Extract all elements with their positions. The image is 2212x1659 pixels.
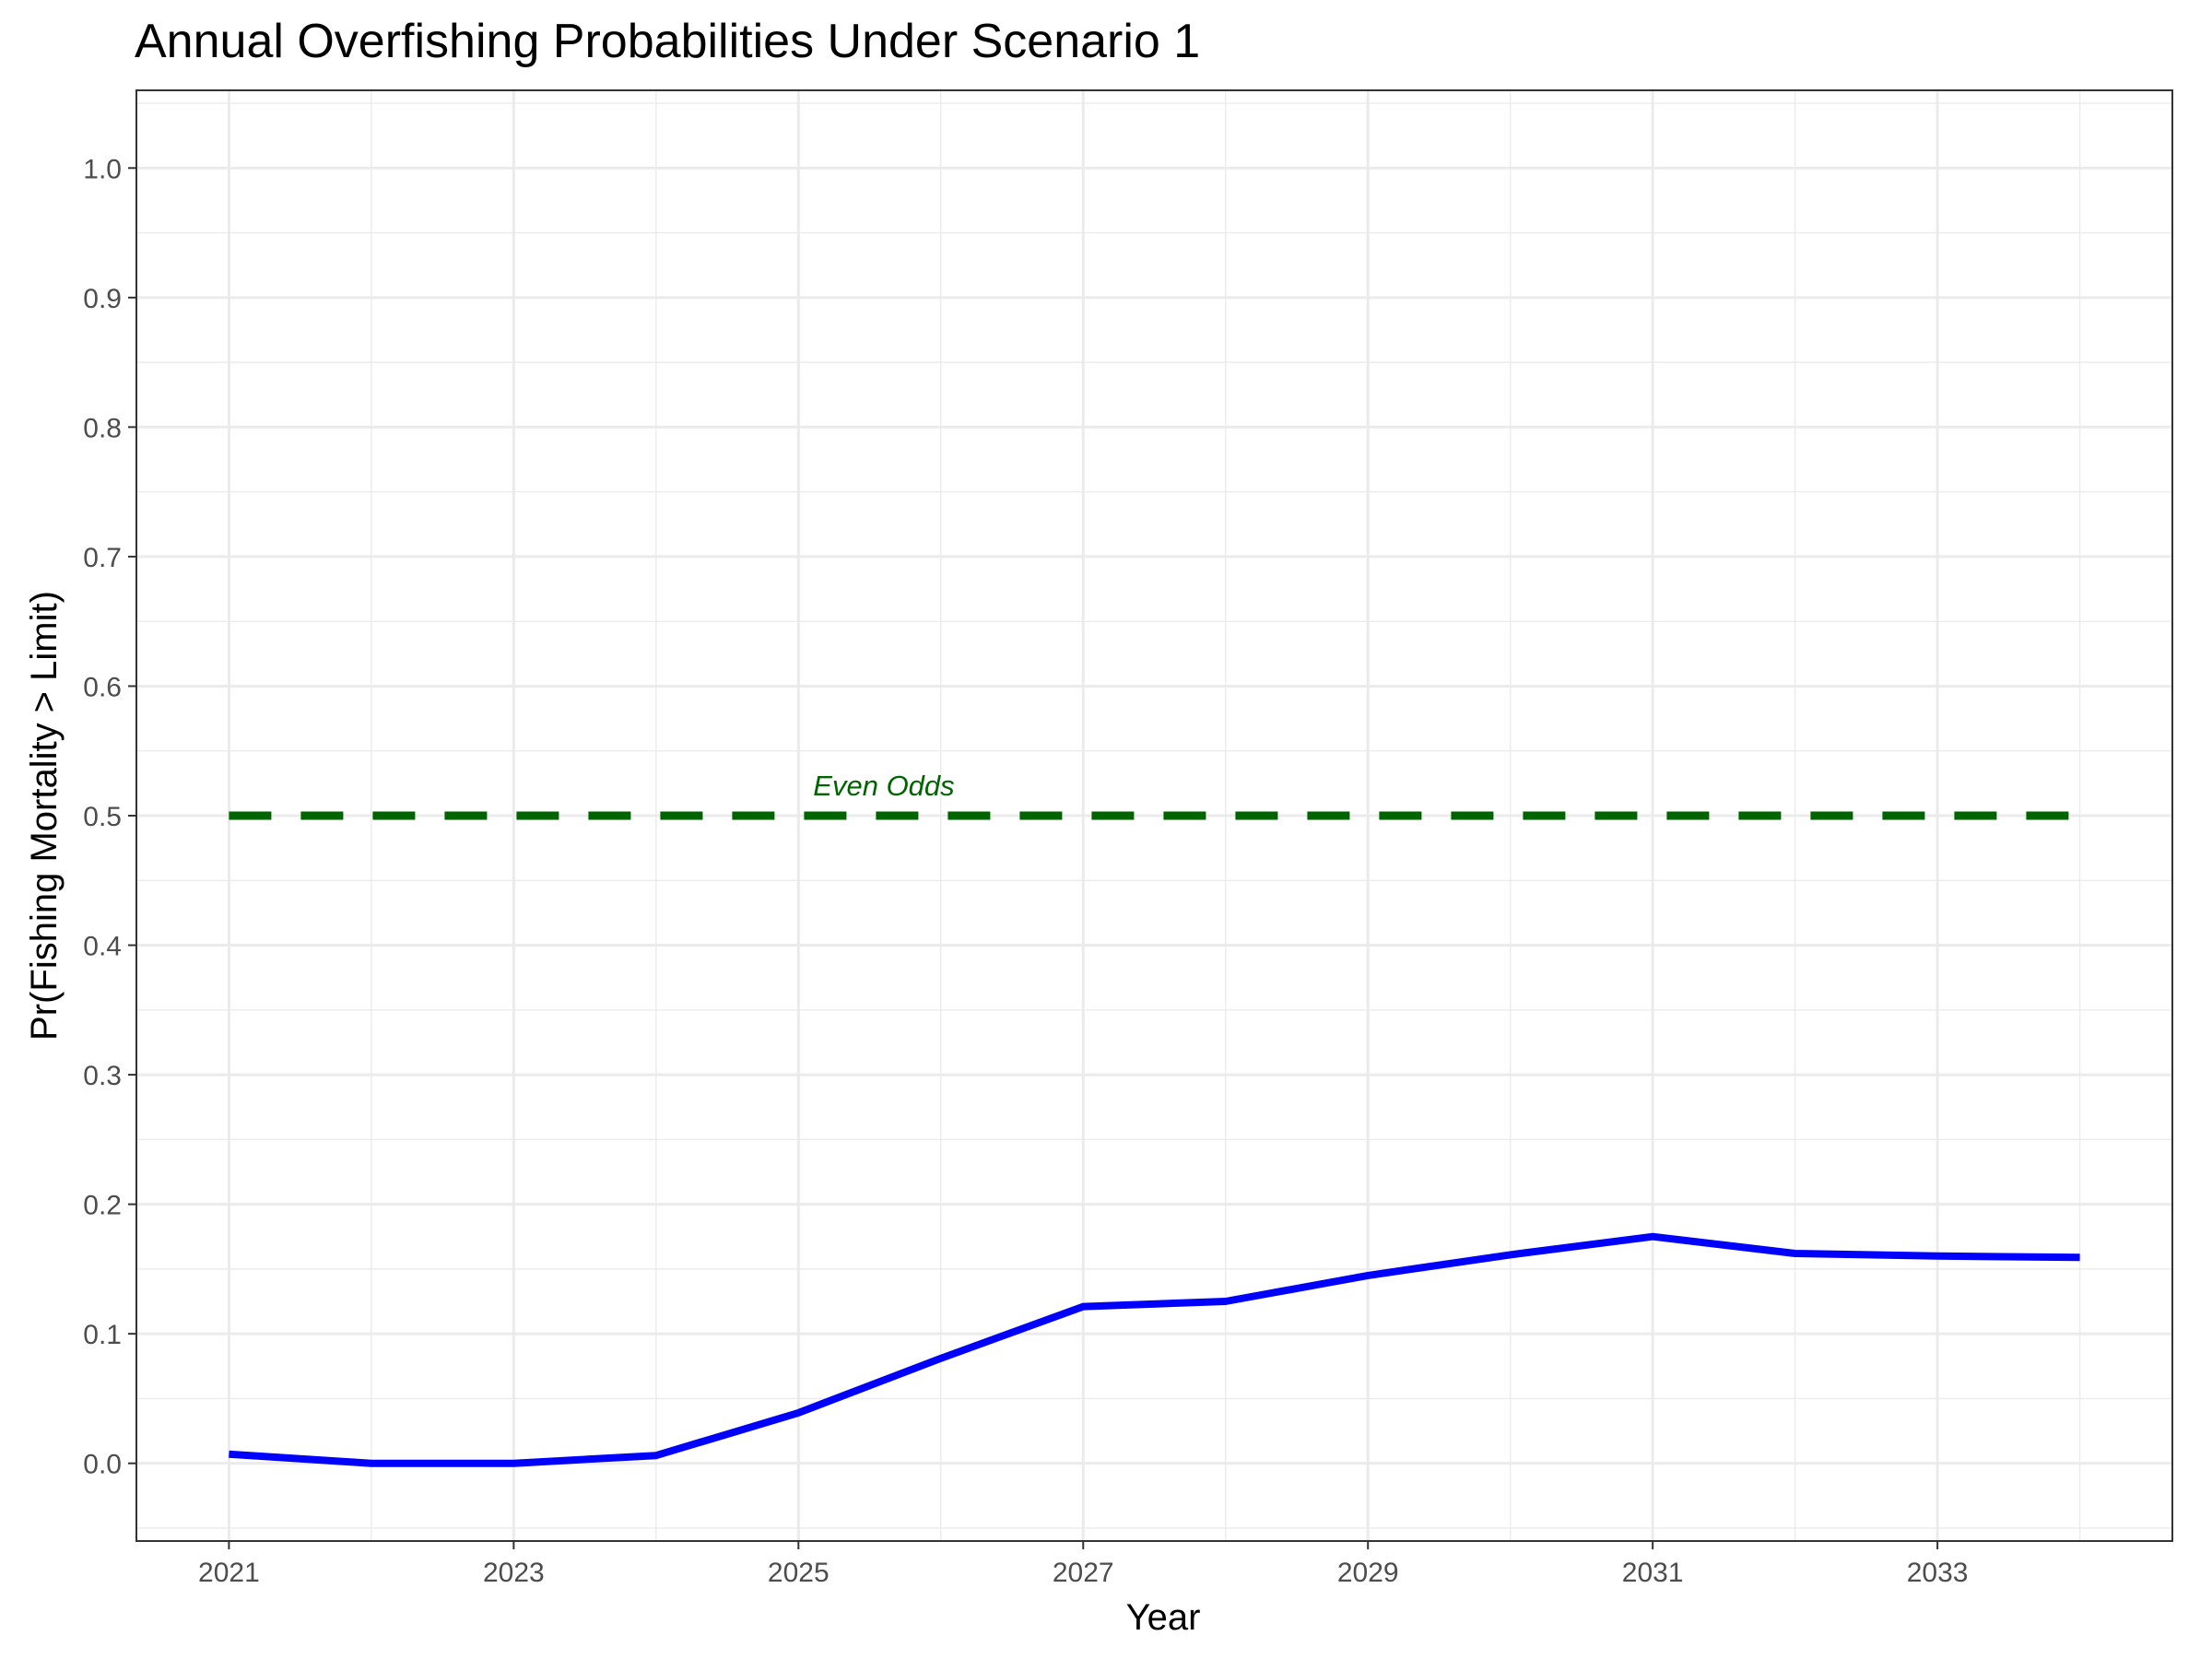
axis-ticks: 0.0 0.1 0.2 0.3 0.4 0.5 0.6 0.7 0.8 0.9 1.0 2021 202… <box>83 154 1968 1588</box>
x-tick-label: 2027 <box>1053 1558 1114 1588</box>
x-tick-label: 2023 <box>483 1558 545 1588</box>
y-tick-label: 0.8 <box>83 413 122 443</box>
y-tick-label: 0.9 <box>83 284 122 314</box>
y-tick-label: 0.2 <box>83 1191 122 1221</box>
y-tick-label: 0.3 <box>83 1061 122 1091</box>
y-tick-label: 0.5 <box>83 802 122 832</box>
x-tick-label: 2025 <box>768 1558 830 1588</box>
y-tick-label: 0.1 <box>83 1320 122 1350</box>
x-tick-label: 2029 <box>1337 1558 1399 1588</box>
y-tick-label: 1.0 <box>83 154 122 184</box>
overfishing-probability-line <box>229 1232 2080 1467</box>
x-tick-label: 2021 <box>198 1558 260 1588</box>
y-tick-label: 0.4 <box>83 932 122 962</box>
x-axis-title: Year <box>1126 1597 1201 1638</box>
chart-title: Annual Overfishing Probabilities Under S… <box>135 15 1200 68</box>
reference-line-group: Even Odds <box>229 770 2080 820</box>
x-tick-label: 2031 <box>1622 1558 1684 1588</box>
grid <box>136 90 2172 1541</box>
y-tick-label: 0.7 <box>83 543 122 573</box>
even-odds-label: Even Odds <box>813 770 954 802</box>
y-tick-label: 0.6 <box>83 672 122 702</box>
series-group <box>229 1232 2080 1467</box>
y-axis-title: Pr(Fishing Mortality > Limit) <box>24 591 65 1041</box>
y-tick-label: 0.0 <box>83 1450 122 1480</box>
x-tick-label: 2033 <box>1907 1558 1969 1588</box>
